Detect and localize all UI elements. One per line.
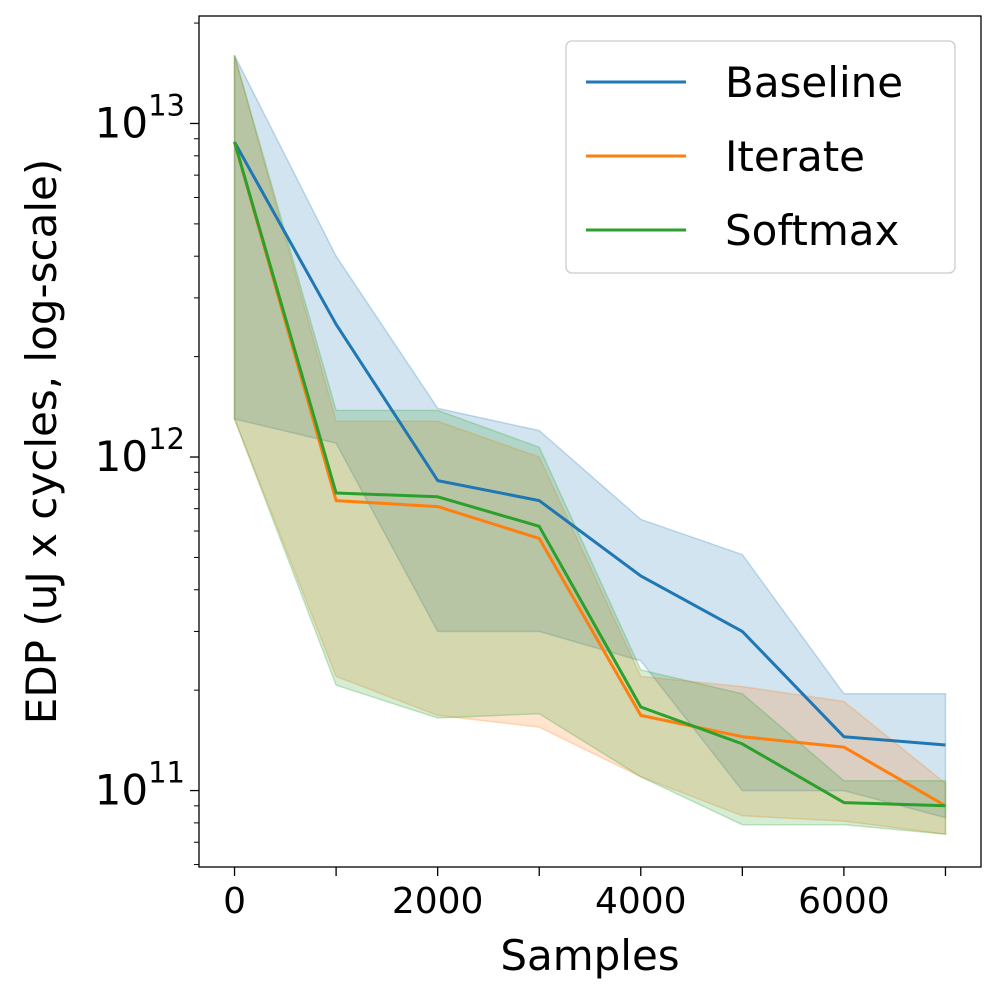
baseline-band	[233, 55, 947, 819]
legend-label-baseline: Baseline	[725, 58, 903, 107]
y-axis-title: EDP (uJ x cycles, log-scale)	[17, 159, 66, 724]
y-tick-base: 10	[95, 432, 148, 481]
y-tick-label: 1012	[95, 422, 185, 481]
legend-box	[565, 40, 956, 274]
baseline-line	[233, 141, 946, 747]
y-tick-exponent: 11	[148, 756, 185, 790]
series-lines	[233, 141, 947, 808]
y-tick-base: 10	[95, 98, 148, 147]
softmax-band	[233, 55, 947, 836]
x-tick-label: 2000	[392, 881, 484, 922]
x-tick-label: 0	[223, 881, 246, 922]
x-tick-label: 6000	[798, 881, 890, 922]
iterate-band	[233, 55, 947, 836]
x-axis: 0 2000 4000 6000	[223, 867, 947, 922]
iterate-line	[233, 141, 947, 808]
y-tick-label: 1011	[95, 756, 185, 815]
x-tick-label: 4000	[595, 881, 687, 922]
y-tick-label: 1013	[95, 88, 185, 147]
softmax-line	[233, 141, 946, 808]
confidence-bands	[233, 55, 947, 836]
plot-frame	[198, 15, 982, 868]
y-tick-exponent: 12	[148, 422, 185, 456]
legend-label-softmax: Softmax	[725, 206, 899, 255]
y-tick-exponent: 13	[148, 88, 185, 122]
legend: Baseline Iterate Softmax	[565, 40, 956, 274]
x-axis-title: Samples	[500, 931, 679, 980]
y-tick-base: 10	[95, 766, 148, 815]
legend-label-iterate: Iterate	[725, 132, 865, 181]
